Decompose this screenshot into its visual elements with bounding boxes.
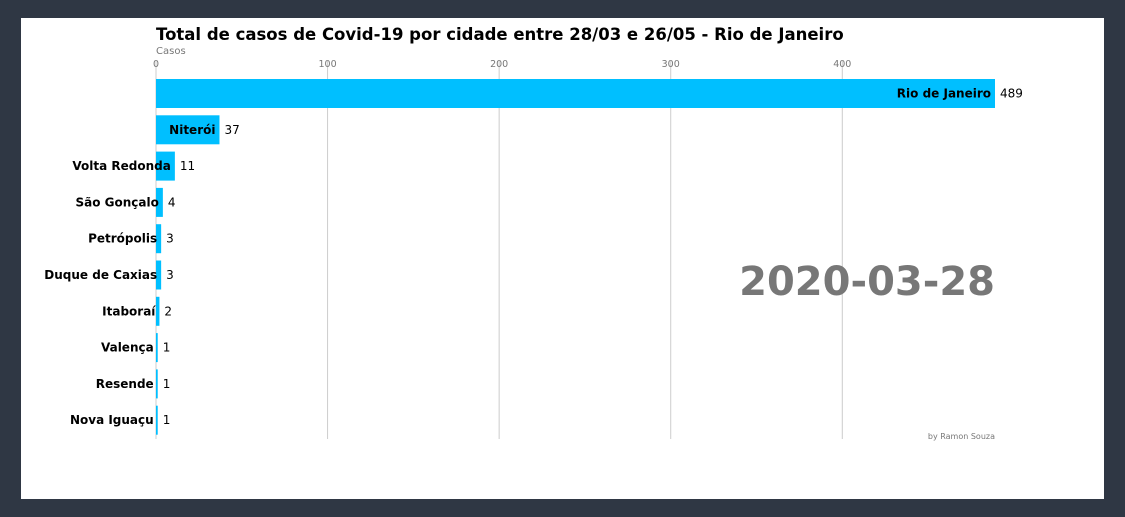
category-label: Valença [101, 341, 154, 355]
bar [156, 260, 162, 290]
category-label: Rio de Janeiro [897, 87, 991, 101]
x-tick-label: 400 [833, 59, 851, 70]
value-label: 1 [163, 377, 171, 391]
value-label: 2 [164, 304, 172, 318]
bar [156, 296, 160, 326]
category-label: Volta Redonda [72, 159, 170, 173]
category-label: Itaboraí [102, 304, 156, 318]
x-tick-label: 0 [153, 59, 159, 70]
bar [156, 151, 175, 181]
bar [156, 115, 220, 145]
value-label: 11 [180, 159, 195, 173]
chart-title: Total de casos de Covid-19 por cidade en… [156, 25, 844, 44]
bar [156, 187, 163, 217]
bar [156, 224, 162, 254]
category-label: Petrópolis [88, 232, 157, 246]
value-label: 37 [224, 123, 239, 137]
value-label: 489 [1000, 87, 1023, 101]
value-label: 3 [166, 232, 174, 246]
value-label: 3 [166, 268, 174, 282]
bars: Rio de Janeiro 489 Niterói 37 Volta Redonda 1… [44, 79, 1023, 435]
x-axis-label: Casos [156, 46, 186, 57]
value-label: 1 [163, 341, 171, 355]
x-tick-label: 100 [319, 59, 337, 70]
gridlines: 0 100 200 300 400 [153, 59, 851, 439]
value-label: 1 [163, 413, 171, 427]
bar [156, 79, 995, 108]
category-label: Resende [96, 377, 154, 391]
value-label: 4 [168, 195, 176, 209]
bar [156, 333, 158, 363]
category-label: São Gonçalo [75, 195, 158, 209]
category-label: Duque de Caxias [44, 268, 157, 282]
x-tick-label: 300 [662, 59, 680, 70]
category-label: Niterói [169, 123, 215, 137]
bar [156, 405, 158, 435]
bar [156, 369, 158, 399]
category-label: Nova Iguaçu [70, 413, 154, 427]
bar-chart: Total de casos de Covid-19 por cidade en… [44, 25, 1023, 441]
chart-canvas: Total de casos de Covid-19 por cidade en… [21, 18, 1104, 499]
date-label: 2020-03-28 [739, 259, 995, 305]
x-tick-label: 200 [490, 59, 508, 70]
credit-label: by Ramon Souza [928, 432, 995, 441]
